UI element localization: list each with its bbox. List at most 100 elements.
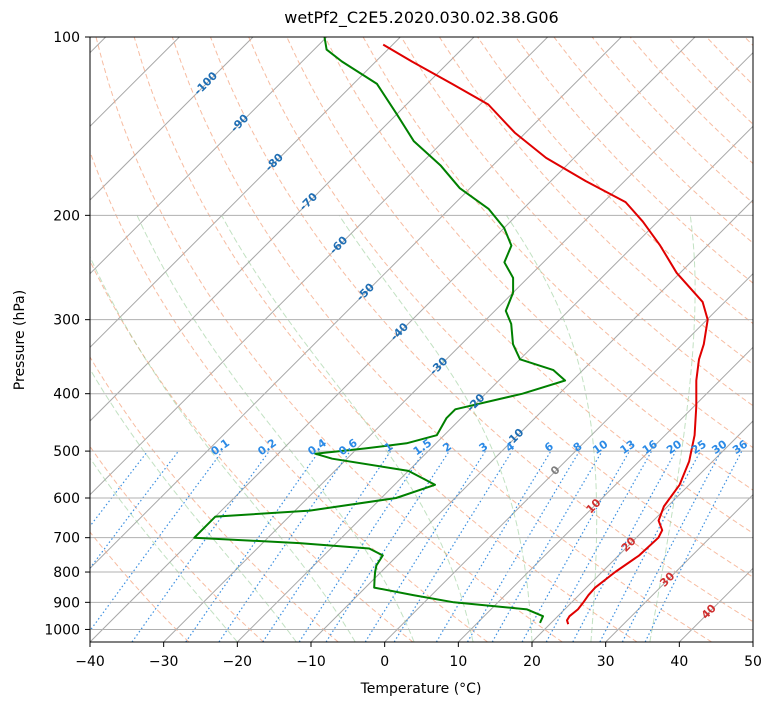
mixing-ratio-label: 1.5: [411, 436, 434, 458]
mixing-ratio-line: [393, 450, 513, 642]
mixing-ratio-line: [644, 450, 743, 642]
y-tick-label: 900: [53, 595, 80, 611]
mixing-ratio-line: [435, 450, 552, 642]
isotherm-line: [457, 346, 753, 642]
background-reference-lines: [90, 37, 753, 642]
reference-line-labels: -100-90-80-70-60-50-40-30-20-10010203040…: [191, 69, 750, 622]
isotherm-line: [90, 37, 696, 642]
mixing-ratio-line: [521, 450, 631, 642]
isotherm-line: [90, 37, 622, 570]
mixing-ratio-label: 2: [440, 440, 454, 455]
mixing-ratio-label: 0.4: [305, 436, 329, 458]
x-tick-label: −30: [149, 654, 179, 670]
moist-adiabat-line: [221, 215, 474, 642]
dry-adiabat-line: [515, 37, 753, 284]
mixing-ratio-label: 0.1: [209, 436, 232, 458]
pressure-gridlines: [90, 36, 753, 630]
dry-adiabat-line: [591, 37, 753, 204]
dry-adiabat-line: [362, 37, 753, 449]
x-tick-label: 0: [380, 654, 389, 670]
dry-adiabat-line: [400, 37, 753, 407]
isotherm-line: [531, 420, 753, 642]
isotherm-line: [90, 37, 475, 422]
mixing-ratio-line: [298, 450, 425, 642]
dry-adiabat-line: [133, 37, 638, 642]
mixing-ratio-label: 8: [571, 440, 585, 455]
dry-adiabat-line: [744, 37, 753, 47]
mixing-ratio-line: [466, 450, 580, 642]
y-tick-label: 700: [53, 531, 80, 547]
y-tick-label: 200: [53, 208, 80, 224]
isotherm-line: [236, 125, 753, 642]
isotherm-line: [163, 51, 753, 642]
dry-adiabat-line: [171, 37, 712, 642]
dry-adiabat-line: [324, 37, 753, 491]
dry-adiabat-line: [90, 259, 414, 642]
dry-adiabat-line: [248, 37, 753, 578]
x-tick-label: 50: [744, 654, 762, 670]
isotherm-line: [90, 37, 328, 275]
moist-adiabat-line: [136, 215, 415, 642]
isotherm-line: [752, 641, 753, 642]
dry-adiabat-line: [706, 37, 753, 86]
mixing-ratio-label: 25: [689, 438, 709, 457]
dry-adiabat-line: [90, 356, 339, 642]
y-axis-label: Pressure (hPa): [12, 290, 28, 390]
x-tick-label: 10: [449, 654, 467, 670]
isotherm-line: [90, 37, 401, 349]
isotherm-line: [678, 567, 753, 642]
isotherm-line: [90, 37, 549, 496]
dry-adiabat-line: [210, 37, 753, 623]
mixing-ratio-label: 10: [590, 437, 610, 457]
moist-adiabat-line: [90, 457, 238, 642]
dry-adiabat-line: [95, 37, 563, 642]
mixing-ratio-label: 0.6: [336, 436, 360, 458]
mixing-ratio-label: 6: [542, 440, 556, 455]
y-tick-label: 100: [53, 30, 80, 46]
mixing-ratio-label: 1: [382, 440, 396, 455]
isotherm-line: [90, 37, 254, 201]
dry-adiabat-line: [90, 445, 264, 642]
dry-adiabat-line: [438, 37, 753, 366]
dry-adiabat-line: [553, 37, 753, 244]
mixing-ratio-line: [90, 450, 179, 570]
moist-adiabat-line: [90, 255, 356, 642]
mixing-ratio-line: [572, 450, 677, 642]
isotherm-line: [384, 272, 753, 642]
mixing-ratio-label: 16: [640, 437, 660, 457]
x-tick-label: 40: [670, 654, 688, 670]
mixing-ratio-label: 3: [477, 440, 491, 455]
mixing-ratio-label: 0.2: [255, 436, 278, 458]
profile-line: [382, 43, 709, 625]
x-tick-label: 20: [523, 654, 541, 670]
chart-title: wetPf2_C2E5.2020.030.02.38.G06: [284, 8, 559, 27]
y-tick-label: 300: [53, 313, 80, 329]
dry-adiabat-line: [90, 531, 190, 642]
y-tick-label: 600: [53, 491, 80, 507]
moist-adiabat-line: [505, 215, 598, 642]
mixing-ratio-line: [218, 450, 351, 642]
mixing-ratio-line: [90, 450, 223, 632]
plot-frame: [89, 36, 754, 643]
mixing-ratio-line: [185, 450, 320, 642]
y-tick-label: 1000: [44, 622, 80, 638]
y-axis-ticks: 100 200 300 400 500 600 700 800 900 1000: [44, 30, 90, 638]
moist-adiabat-line: [338, 215, 533, 642]
x-axis-ticks: −40 −30 −20 −10 0 10 20 30 40 50: [75, 642, 762, 670]
y-tick-label: 500: [53, 444, 80, 460]
mixing-ratio-line: [325, 450, 450, 642]
dry-adiabat-line: [90, 150, 488, 642]
moist-adiabat-line: [649, 215, 696, 642]
dry-adiabat-line: [668, 37, 753, 125]
profile-line: [193, 37, 567, 624]
sounding-profiles: [193, 37, 709, 625]
x-tick-label: −40: [75, 654, 105, 670]
isotherm-line: [605, 493, 753, 642]
x-axis-label: Temperature (°C): [360, 681, 482, 697]
mixing-ratio-line: [131, 450, 270, 642]
y-tick-label: 400: [53, 387, 80, 403]
mixing-ratio-line: [262, 450, 392, 642]
mixing-ratio-line: [545, 450, 653, 642]
mixing-ratio-label: 13: [618, 438, 638, 457]
